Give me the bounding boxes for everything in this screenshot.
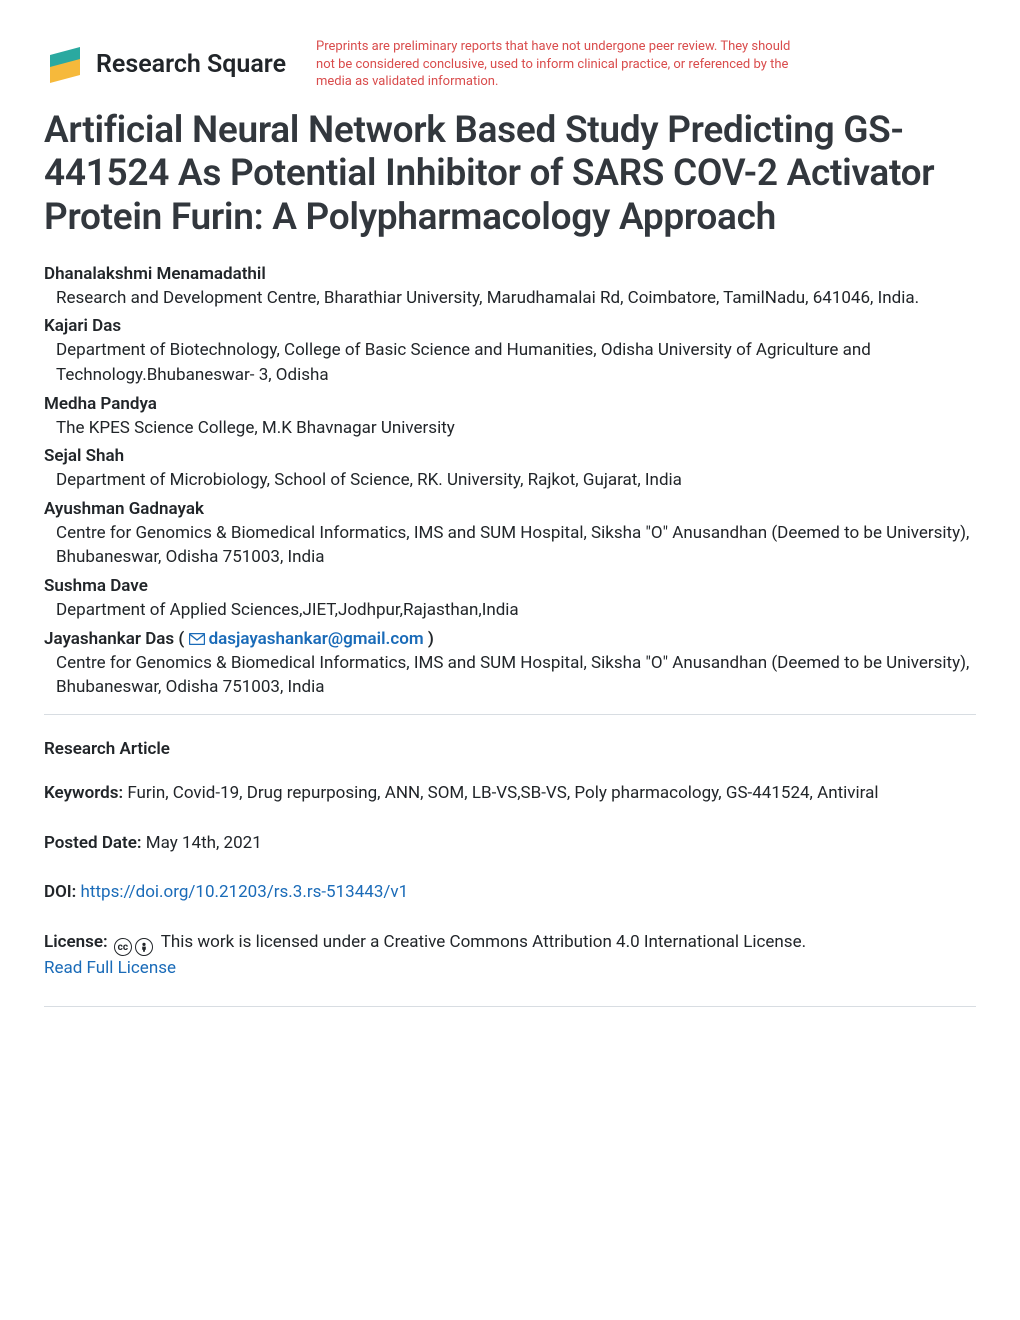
envelope-icon — [189, 633, 205, 645]
logo-text: Research Square — [96, 50, 286, 79]
keywords-label: Keywords: — [44, 783, 123, 803]
divider — [44, 714, 976, 715]
author-name: Ayushman Gadnayak — [44, 499, 976, 519]
page-header: Research Square Preprints are preliminar… — [44, 38, 976, 91]
author-affiliation: Research and Development Centre, Bharath… — [44, 286, 976, 311]
keywords-value: Furin, Covid-19, Drug repurposing, ANN, … — [127, 783, 878, 803]
keywords-line: Keywords: Furin, Covid-19, Drug repurpos… — [44, 781, 976, 807]
author-name: Dhanalakshmi Menamadathil — [44, 264, 976, 284]
posted-date-value: May 14th, 2021 — [146, 833, 262, 853]
author-name: Kajari Das — [44, 316, 976, 336]
paper-title: Artificial Neural Network Based Study Pr… — [44, 109, 976, 240]
author-entry: Sejal Shah Department of Microbiology, S… — [44, 446, 976, 493]
author-name: Jayashankar Das ( dasjayashankar@gmail.c… — [44, 629, 976, 649]
preprint-disclaimer: Preprints are preliminary reports that h… — [316, 38, 796, 91]
cc-icons: cc — [114, 938, 153, 956]
paren-close: ) — [428, 629, 434, 649]
author-entry: Medha Pandya The KPES Science College, M… — [44, 394, 976, 441]
license-text: This work is licensed under a Creative C… — [161, 932, 806, 952]
paren-open: ( — [178, 629, 188, 649]
author-name: Medha Pandya — [44, 394, 976, 414]
posted-date-line: Posted Date: May 14th, 2021 — [44, 831, 976, 857]
corresponding-author-entry: Jayashankar Das ( dasjayashankar@gmail.c… — [44, 629, 976, 700]
author-name: Sejal Shah — [44, 446, 976, 466]
license-label: License: — [44, 932, 108, 952]
posted-date-label: Posted Date: — [44, 833, 142, 853]
license-line: License: cc This work is licensed under … — [44, 930, 976, 982]
article-type: Research Article — [44, 739, 976, 759]
author-name: Sushma Dave — [44, 576, 976, 596]
author-affiliation: Department of Applied Sciences,JIET,Jodh… — [44, 598, 976, 623]
author-affiliation: Department of Biotechnology, College of … — [44, 338, 976, 387]
doi-line: DOI: https://doi.org/10.21203/rs.3.rs-51… — [44, 880, 976, 906]
author-entry: Kajari Das Department of Biotechnology, … — [44, 316, 976, 387]
author-affiliation: The KPES Science College, M.K Bhavnagar … — [44, 416, 976, 441]
doi-link[interactable]: https://doi.org/10.21203/rs.3.rs-513443/… — [81, 882, 409, 902]
corresp-author-name: Jayashankar Das — [44, 629, 174, 649]
author-entry: Sushma Dave Department of Applied Scienc… — [44, 576, 976, 623]
author-entry: Ayushman Gadnayak Centre for Genomics & … — [44, 499, 976, 570]
author-affiliation: Centre for Genomics & Biomedical Informa… — [44, 651, 976, 700]
corresp-email-link[interactable]: dasjayashankar@gmail.com — [209, 629, 424, 649]
cc-icon: cc — [114, 938, 132, 956]
divider — [44, 1006, 976, 1007]
author-affiliation: Department of Microbiology, School of Sc… — [44, 468, 976, 493]
author-entry: Dhanalakshmi Menamadathil Research and D… — [44, 264, 976, 311]
by-icon — [135, 938, 153, 956]
authors-block: Dhanalakshmi Menamadathil Research and D… — [44, 264, 976, 700]
author-affiliation: Centre for Genomics & Biomedical Informa… — [44, 521, 976, 570]
logo-mark-icon — [44, 43, 86, 85]
logo[interactable]: Research Square — [44, 43, 286, 85]
read-full-license-link[interactable]: Read Full License — [44, 958, 176, 978]
doi-label: DOI: — [44, 882, 76, 902]
